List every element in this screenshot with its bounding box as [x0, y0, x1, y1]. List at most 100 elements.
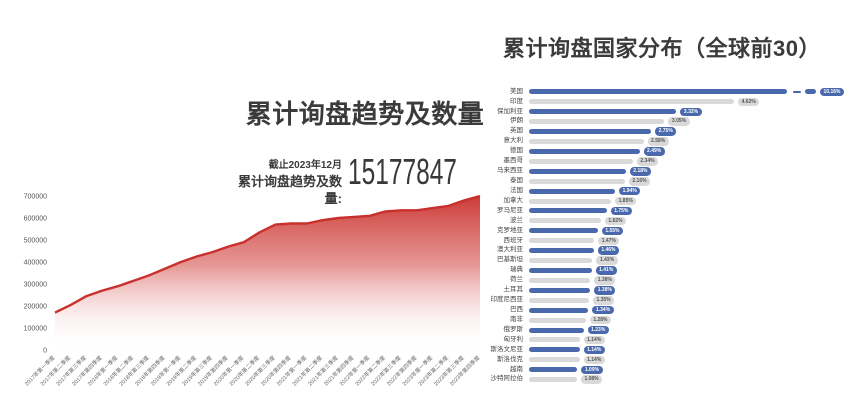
bar-track: 3.05% — [529, 117, 847, 127]
value-badge: 1.38% — [594, 276, 616, 285]
y-axis-tick-label: 300000 — [24, 282, 47, 289]
y-axis-tick-label: 600000 — [24, 216, 47, 223]
country-label: 法国 — [510, 186, 523, 194]
bar — [529, 89, 787, 95]
country-label: 保加利亚 — [497, 107, 523, 115]
bar — [529, 337, 580, 343]
value-badge: 1.43% — [596, 256, 618, 265]
country-label: 加拿大 — [503, 196, 524, 204]
value-badge: 2.58% — [647, 137, 669, 146]
bar-row: 法国 1.94% — [435, 186, 847, 196]
country-label: 马来西亚 — [497, 167, 523, 175]
total-inquiries-stat: 截止2023年12月 累计询盘趋势及数量: 15177847 — [226, 153, 508, 207]
bar-track: 1.09% — [529, 365, 847, 375]
bar — [529, 317, 586, 323]
y-axis-tick-label: 700000 — [24, 194, 47, 201]
bar-track: 1.08% — [529, 375, 847, 385]
bar-track: 1.41% — [529, 266, 847, 276]
country-label: 印度尼西亚 — [490, 296, 524, 304]
bar — [529, 168, 626, 174]
value-badge: 1.46% — [597, 246, 619, 255]
value-badge: 2.18% — [629, 167, 651, 176]
bar — [529, 158, 633, 164]
value-badge: 1.14% — [583, 335, 605, 345]
bar-row: 巴西 1.34% — [435, 305, 847, 315]
bar-row: 南非 1.28% — [435, 315, 847, 325]
value-badge: 1.09% — [581, 365, 603, 375]
value-badge: 1.28% — [589, 315, 612, 325]
bar-track: 1.14% — [529, 345, 847, 355]
country-label: 伊朗 — [510, 117, 523, 125]
bar — [529, 198, 612, 204]
country-chart-title: 累计询盘国家分布（全球前30） — [503, 36, 821, 61]
value-badge: 1.55% — [601, 226, 623, 236]
country-label: 斯洛文尼亚 — [490, 345, 524, 353]
country-label: 墨西哥 — [503, 157, 524, 165]
bar-row: 保加利亚 3.32% — [435, 107, 847, 117]
value-badge: 1.14% — [583, 355, 605, 365]
bar — [529, 188, 616, 194]
bar-track: 2.58% — [529, 137, 847, 147]
bar-row: 沙特阿拉伯 1.08% — [435, 375, 847, 385]
area-plot: 0 100000 200000 300000 400000 500000 600000 700… — [23, 194, 482, 388]
value-badge: 1.94% — [619, 186, 641, 196]
country-label: 罗马尼亚 — [497, 206, 523, 214]
bar-row: 墨西哥 2.34% — [435, 156, 847, 166]
bar-track: 1.34% — [529, 305, 847, 315]
y-axis-tick-label: 0 — [43, 348, 47, 355]
country-label: 澳大利亚 — [497, 246, 523, 254]
bar — [529, 228, 598, 234]
bar-row: 意大利 2.58% — [435, 137, 847, 147]
y-axis-tick-label: 500000 — [24, 238, 47, 245]
bar-row: 泰国 2.16% — [435, 176, 847, 186]
bar — [529, 208, 607, 214]
value-badge: 3.05% — [668, 117, 690, 126]
country-label: 匈牙利 — [503, 335, 524, 343]
total-inquiries-value: 15177847 — [348, 151, 457, 192]
bar-row: 巴基斯坦 1.43% — [435, 256, 847, 266]
bar-track: 1.62% — [529, 216, 847, 226]
bar-track: 10.16% — [529, 87, 847, 97]
value-badge: 1.47% — [598, 236, 620, 246]
bar-row: 波兰 1.62% — [435, 216, 847, 226]
value-badge: 2.75% — [655, 127, 677, 136]
value-badge: 4.62% — [738, 97, 760, 107]
bar — [529, 287, 591, 293]
bar-track: 1.35% — [529, 296, 847, 306]
bar-row: 克罗地亚 1.55% — [435, 226, 847, 236]
bar-track: 1.47% — [529, 236, 847, 246]
country-label: 巴基斯坦 — [497, 256, 523, 264]
value-badge: 1.14% — [583, 345, 605, 355]
bar-row: 加拿大 1.85% — [435, 196, 847, 206]
value-badge: 2.49% — [643, 147, 665, 156]
bar — [529, 109, 677, 115]
country-label: 西班牙 — [503, 236, 524, 244]
bar-track: 4.62% — [529, 97, 847, 107]
bar — [529, 277, 591, 283]
trend-line — [54, 194, 481, 314]
bar — [529, 139, 644, 144]
bar — [529, 119, 665, 125]
country-label: 土耳其 — [503, 286, 524, 294]
bar-track: 1.14% — [529, 355, 847, 365]
country-label: 瑞典 — [510, 266, 523, 274]
bar-row: 斯洛文尼亚 1.14% — [435, 345, 847, 355]
bar — [529, 327, 584, 333]
bar-track: 3.32% — [529, 107, 847, 117]
bar-row: 越南 1.09% — [435, 365, 847, 375]
country-label: 波兰 — [510, 216, 523, 224]
bar — [529, 258, 593, 264]
bar-row: 德国 2.49% — [435, 147, 847, 157]
bar — [529, 248, 594, 254]
bar-row: 土耳其 1.38% — [435, 285, 847, 295]
country-label: 英国 — [510, 127, 523, 135]
bar-track: 1.46% — [529, 246, 847, 256]
country-label: 美国 — [510, 87, 523, 95]
country-label: 印度 — [510, 97, 523, 105]
value-badge: 1.35% — [592, 296, 615, 305]
country-label: 巴西 — [510, 305, 523, 313]
bar-row: 西班牙 1.47% — [435, 236, 847, 246]
value-badge: 3.32% — [680, 107, 702, 117]
country-label: 克罗地亚 — [497, 226, 523, 234]
